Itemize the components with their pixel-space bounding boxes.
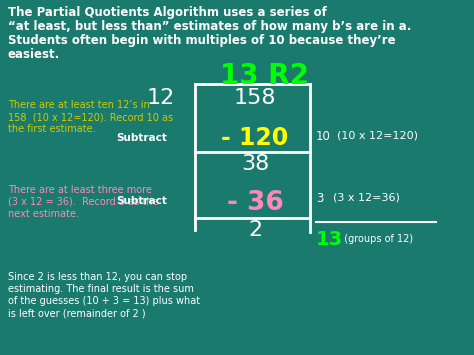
- Text: 158  (10 x 12=120). Record 10 as: 158 (10 x 12=120). Record 10 as: [8, 112, 173, 122]
- Text: 38: 38: [241, 154, 269, 174]
- Text: The Partial Quotients Algorithm uses a series of: The Partial Quotients Algorithm uses a s…: [8, 6, 327, 19]
- Text: - 120: - 120: [221, 126, 289, 150]
- Text: next estimate.: next estimate.: [8, 209, 79, 219]
- Text: Subtract: Subtract: [116, 196, 167, 206]
- Text: Since 2 is less than 12, you can stop: Since 2 is less than 12, you can stop: [8, 272, 187, 282]
- Text: 158: 158: [234, 88, 276, 108]
- Text: There are at least three more: There are at least three more: [8, 185, 152, 195]
- Text: (3 x 12 = 36).  Record 3 as the: (3 x 12 = 36). Record 3 as the: [8, 197, 158, 207]
- Text: “at least, but less than” estimates of how many b’s are in a.: “at least, but less than” estimates of h…: [8, 20, 411, 33]
- Text: (3 x 12=36): (3 x 12=36): [326, 192, 400, 202]
- Text: 10: 10: [316, 130, 331, 143]
- Text: of the guesses (10 + 3 = 13) plus what: of the guesses (10 + 3 = 13) plus what: [8, 296, 200, 306]
- Text: 2: 2: [248, 220, 262, 240]
- Text: Students often begin with multiples of 10 because they’re: Students often begin with multiples of 1…: [8, 34, 396, 47]
- Text: Subtract: Subtract: [116, 133, 167, 143]
- Text: 3: 3: [316, 192, 323, 205]
- Text: 12: 12: [147, 88, 175, 108]
- Text: easiest.: easiest.: [8, 48, 60, 61]
- Text: There are at least ten 12’s in: There are at least ten 12’s in: [8, 100, 150, 110]
- Text: 13 R2: 13 R2: [220, 62, 310, 90]
- Text: - 36: - 36: [227, 190, 283, 216]
- Text: is left over (remainder of 2 ): is left over (remainder of 2 ): [8, 308, 146, 318]
- Text: 13: 13: [316, 230, 343, 249]
- Text: the first estimate.: the first estimate.: [8, 124, 96, 134]
- Text: (groups of 12): (groups of 12): [338, 234, 413, 244]
- Text: (10 x 12=120): (10 x 12=120): [330, 130, 418, 140]
- Text: estimating. The final result is the sum: estimating. The final result is the sum: [8, 284, 194, 294]
